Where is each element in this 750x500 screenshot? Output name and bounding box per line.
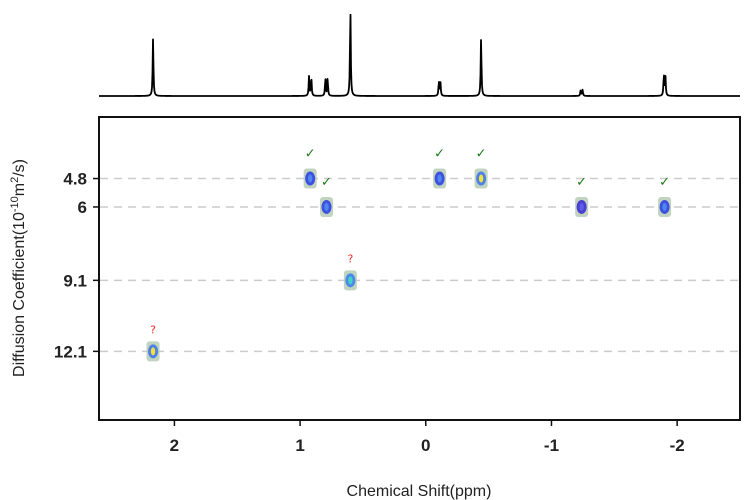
y-gridlines [100, 177, 739, 353]
x-tick-label: -2 [670, 436, 685, 455]
check-mark-icon: ✓ [659, 175, 670, 190]
check-mark-icon: ✓ [576, 175, 587, 190]
data-point [474, 168, 488, 189]
spectrum-trace [98, 13, 741, 97]
x-tick-label: -1 [544, 436, 559, 455]
y-tick-label: 9.1 [63, 271, 87, 290]
data-point [658, 196, 672, 217]
point-core [348, 276, 353, 285]
check-mark-icon: ✓ [476, 147, 487, 162]
x-axis-ticks: 2 1 0 -1 -2 [170, 420, 685, 455]
check-mark-icon: ✓ [305, 147, 316, 162]
y-axis-ticks: 4.8 6 9.1 12.1 [54, 170, 99, 361]
question-mark-icon: ? [347, 252, 353, 265]
point-core [437, 174, 442, 183]
point-core [324, 202, 329, 211]
check-mark-icon: ✓ [434, 147, 445, 162]
data-points [146, 168, 672, 362]
y-tick-label: 6 [78, 198, 87, 217]
x-tick-label: 0 [421, 436, 430, 455]
question-mark-icon: ? [150, 323, 156, 336]
point-core [662, 202, 667, 211]
y-tick-label: 12.1 [54, 342, 87, 361]
x-tick-label: 1 [295, 436, 304, 455]
plot-frame [98, 116, 741, 421]
y-tick-label: 4.8 [63, 170, 87, 189]
x-tick-label: 2 [170, 436, 179, 455]
point-annotations: ? ✓ ✓? ✓ ✓ ✓ ✓ [150, 147, 670, 337]
data-point [146, 341, 160, 362]
nmr-spectrum [98, 13, 741, 97]
data-point [343, 270, 357, 291]
data-point [303, 168, 317, 189]
x-axis-label: Chemical Shift(ppm) [347, 483, 492, 500]
data-point [433, 168, 447, 189]
point-core [150, 347, 156, 356]
data-point [319, 196, 333, 217]
check-mark-icon: ✓ [321, 175, 332, 190]
y-axis-label: Diffusion Coefficient(10-10m2/s) [9, 159, 28, 377]
point-core [478, 174, 484, 183]
data-point [575, 196, 589, 217]
point-core [579, 202, 584, 211]
point-core [307, 174, 313, 183]
